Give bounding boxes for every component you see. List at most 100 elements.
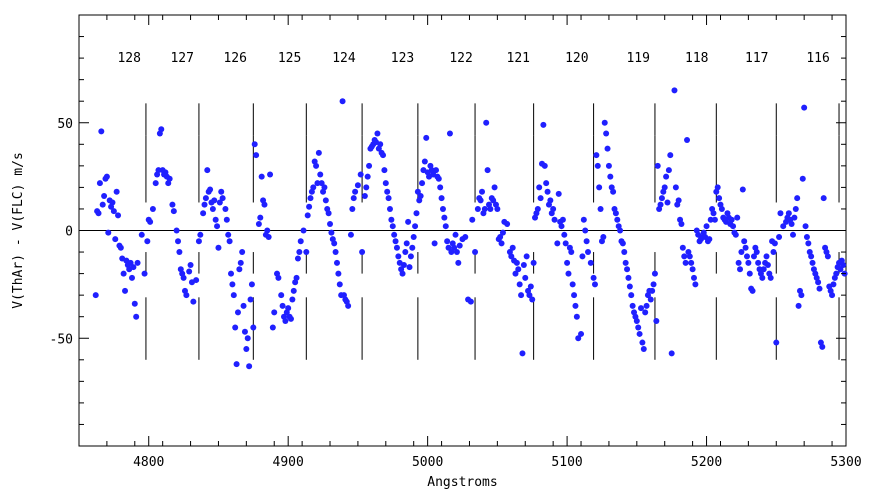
data-point [215, 244, 222, 251]
data-point [625, 274, 632, 281]
data-point [770, 249, 777, 256]
data-point [802, 223, 809, 230]
data-point [437, 184, 444, 191]
data-point [195, 238, 202, 245]
data-point [248, 281, 255, 288]
data-point [226, 238, 233, 245]
order-labels: 128 127 126 125 124 123 122 121 120 119 118 117 116 [117, 51, 829, 66]
data-point [444, 238, 451, 245]
data-point [607, 173, 614, 180]
data-point [522, 274, 529, 281]
data-point [92, 292, 99, 299]
data-point [381, 167, 388, 174]
y-axis-label: V(ThAr) - V(FLC) m/s [11, 152, 26, 309]
data-point [384, 188, 391, 195]
order-label: 118 [685, 51, 708, 66]
data-point [686, 253, 693, 260]
data-point [760, 266, 767, 273]
data-point [745, 259, 752, 266]
data-point [287, 315, 294, 322]
data-point [654, 162, 661, 169]
data-point [605, 162, 612, 169]
data-point [504, 221, 511, 228]
data-point [214, 223, 221, 230]
data-point [315, 149, 322, 156]
order-label: 122 [449, 51, 472, 66]
data-point [710, 210, 717, 217]
data-point [509, 244, 516, 251]
data-point [780, 223, 787, 230]
data-point [141, 270, 148, 277]
data-point [633, 318, 640, 325]
data-point [95, 210, 102, 217]
data-point [388, 216, 395, 223]
data-point [306, 203, 313, 210]
data-point [462, 233, 469, 240]
x-tick-label: 5300 [830, 455, 861, 470]
data-point [547, 197, 554, 204]
data-point [239, 249, 246, 256]
data-point [147, 218, 154, 225]
data-point [587, 259, 594, 266]
data-point [801, 104, 808, 111]
order-label: 121 [507, 51, 530, 66]
data-point [212, 216, 219, 223]
data-point [647, 296, 654, 303]
data-point [230, 292, 237, 299]
data-point [529, 296, 536, 303]
data-point [244, 335, 251, 342]
data-point [98, 128, 105, 135]
data-point [446, 130, 453, 137]
data-point [491, 184, 498, 191]
data-point [204, 167, 211, 174]
data-point [519, 350, 526, 357]
data-point [773, 339, 780, 346]
data-point [601, 119, 608, 126]
data-point [809, 259, 816, 266]
data-point [207, 186, 214, 193]
y-tick-label: 50 [57, 117, 73, 132]
data-point [393, 244, 400, 251]
order-label: 128 [117, 51, 140, 66]
data-point [328, 229, 335, 236]
data-point [261, 201, 268, 208]
data-point [170, 208, 177, 215]
data-point [173, 227, 180, 234]
data-point [610, 188, 617, 195]
data-point [410, 233, 417, 240]
data-point [672, 184, 679, 191]
data-point [113, 188, 120, 195]
data-point [438, 195, 445, 202]
data-point [345, 302, 352, 309]
data-point [209, 205, 216, 212]
data-point [200, 210, 207, 217]
data-point [127, 259, 134, 266]
data-point [269, 324, 276, 331]
data-point [399, 270, 406, 277]
data-point [445, 244, 452, 251]
data-point [739, 186, 746, 193]
data-point [815, 279, 822, 286]
data-point [366, 162, 373, 169]
data-point [267, 171, 274, 178]
data-point [186, 268, 193, 275]
data-point [467, 298, 474, 305]
order-label: 124 [332, 51, 356, 66]
data-point [395, 253, 402, 260]
data-point [516, 281, 523, 288]
data-point [678, 221, 685, 228]
data-point [746, 270, 753, 277]
data-point [840, 261, 847, 268]
data-point [657, 201, 664, 208]
data-point [636, 330, 643, 337]
data-point [622, 259, 629, 266]
data-point [321, 184, 328, 191]
data-point [279, 302, 286, 309]
order-label: 119 [626, 51, 649, 66]
data-point [407, 253, 414, 260]
data-point [234, 309, 241, 316]
data-point [201, 201, 208, 208]
order-label: 120 [565, 51, 588, 66]
data-point [158, 126, 165, 133]
data-point [377, 141, 384, 148]
